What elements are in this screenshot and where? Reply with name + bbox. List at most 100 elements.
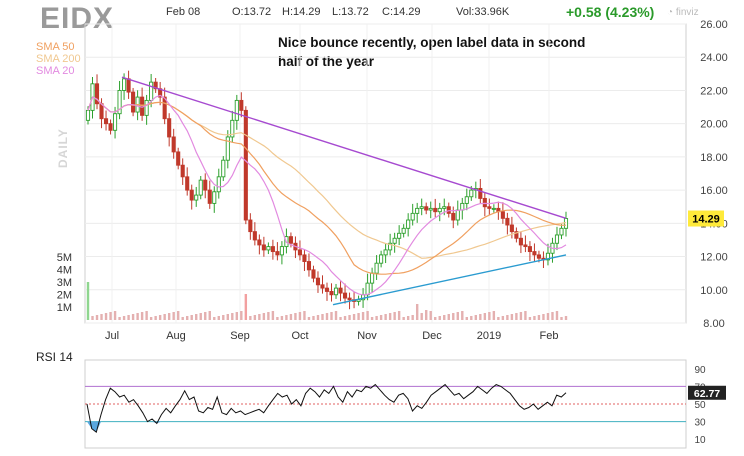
volume-bar bbox=[289, 314, 293, 320]
volume-bar bbox=[240, 311, 243, 320]
rsi-tick-label: 10 bbox=[694, 435, 706, 446]
price-tick-label: 26.00 bbox=[700, 19, 728, 31]
volume-bar bbox=[542, 314, 545, 320]
candle-body bbox=[523, 244, 528, 248]
volume-bar bbox=[339, 317, 342, 320]
volume-bar bbox=[127, 315, 130, 320]
volume-bar bbox=[384, 314, 387, 320]
quote-low: L:13.72 bbox=[332, 6, 369, 18]
legend-sma50: SMA 50 bbox=[36, 41, 75, 53]
volume-bar bbox=[420, 313, 423, 320]
volume-bar bbox=[213, 317, 216, 320]
volume-bar bbox=[515, 313, 518, 320]
candle-body bbox=[478, 187, 483, 199]
candle-body bbox=[464, 196, 469, 204]
candle-body bbox=[85, 109, 91, 121]
rsi-title: RSI 14 bbox=[36, 350, 73, 364]
time-tick-label: Nov bbox=[357, 330, 377, 342]
volume-bar bbox=[199, 313, 202, 320]
rsi-oversold-fill bbox=[87, 421, 566, 433]
brand-logo: ◔ finviz bbox=[667, 7, 699, 18]
candle-body bbox=[424, 206, 429, 211]
price-tick-label: 12.00 bbox=[700, 252, 728, 264]
price-frame bbox=[84, 23, 687, 324]
volume-bar bbox=[334, 311, 338, 320]
candle-body bbox=[185, 176, 190, 191]
volume-bar bbox=[271, 311, 275, 320]
volume-bar bbox=[303, 311, 306, 320]
volume-bar bbox=[546, 313, 550, 320]
price-tick-label: 18.00 bbox=[700, 152, 728, 164]
volume-bar bbox=[109, 312, 112, 320]
candle-body bbox=[261, 244, 266, 251]
volume-bar bbox=[524, 311, 527, 320]
volume-bar bbox=[204, 312, 207, 320]
volume-bar bbox=[343, 316, 347, 320]
candle-body bbox=[365, 282, 370, 296]
volume-bar bbox=[488, 312, 491, 320]
volume-bar bbox=[447, 314, 450, 320]
candle-body bbox=[108, 123, 113, 131]
candle-body bbox=[333, 287, 339, 296]
volume-bar bbox=[465, 317, 468, 320]
volume-bar bbox=[479, 314, 482, 320]
volume-bar bbox=[325, 313, 329, 320]
volume-bar bbox=[352, 314, 356, 320]
volume-bar bbox=[276, 317, 279, 320]
candle-body bbox=[442, 206, 447, 209]
volume-bar bbox=[316, 315, 320, 320]
price-tick-label: 8.00 bbox=[703, 318, 724, 330]
candle-body bbox=[225, 136, 230, 161]
candle-body bbox=[194, 194, 199, 201]
volume-bar bbox=[91, 316, 94, 320]
volume-bar bbox=[154, 316, 157, 320]
candle-body bbox=[311, 269, 316, 279]
candle-body bbox=[162, 96, 167, 120]
candle-body bbox=[491, 207, 496, 210]
candle-body bbox=[122, 78, 127, 91]
volume-bar bbox=[163, 314, 166, 320]
candle-body bbox=[320, 284, 325, 289]
volume-bar bbox=[258, 314, 261, 320]
volume-bar bbox=[167, 313, 171, 320]
candle-body bbox=[482, 197, 487, 208]
last-price-tag bbox=[688, 210, 724, 227]
candle-body bbox=[126, 78, 131, 93]
volume-bar bbox=[231, 313, 234, 320]
candle-body bbox=[347, 297, 352, 301]
candle-body bbox=[410, 212, 415, 221]
candle-body bbox=[342, 292, 348, 299]
candle-body bbox=[99, 103, 104, 120]
time-tick-label: Sep bbox=[230, 330, 250, 342]
candle-body bbox=[487, 206, 492, 209]
candle-body bbox=[257, 239, 262, 246]
volume-bar bbox=[176, 311, 180, 320]
candle-body bbox=[419, 206, 424, 209]
rsi-last-tag bbox=[688, 385, 726, 400]
candle-body bbox=[554, 234, 560, 244]
volume-tick-label: 3M bbox=[57, 277, 72, 289]
volume-bar bbox=[244, 294, 248, 320]
candle-body bbox=[131, 91, 136, 113]
candle-body bbox=[428, 207, 433, 211]
time-tick-label: 2019 bbox=[477, 330, 501, 342]
candle-body bbox=[153, 81, 158, 90]
volume-bar bbox=[208, 311, 211, 320]
quote-open: O:13.72 bbox=[232, 6, 272, 18]
volume-bar bbox=[190, 315, 193, 320]
quote-volume: Vol:33.96K bbox=[456, 6, 510, 18]
volume-bar bbox=[551, 312, 554, 320]
volume-bar bbox=[425, 310, 428, 320]
volume-bar bbox=[321, 314, 324, 320]
volume-tick-label: 2M bbox=[57, 290, 72, 302]
candle-body bbox=[397, 232, 402, 239]
candle-body bbox=[113, 113, 118, 131]
rsi-last-label: 62.77 bbox=[694, 388, 720, 400]
rsi-line bbox=[86, 383, 567, 434]
price-tick-label: 22.00 bbox=[700, 85, 728, 97]
volume-bar bbox=[298, 312, 302, 320]
legend-sma20: SMA 20 bbox=[36, 65, 75, 77]
candle-body bbox=[527, 246, 532, 253]
volume-bar bbox=[375, 316, 378, 320]
rsi-tick-label: 50 bbox=[694, 400, 706, 411]
